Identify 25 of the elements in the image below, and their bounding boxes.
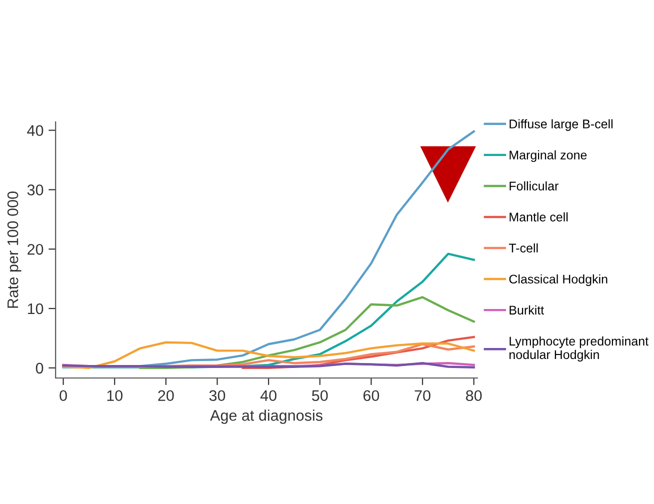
y-tick-label: 30 bbox=[27, 184, 44, 196]
legend-label: T-cell bbox=[508, 243, 538, 253]
x-tick-label: 10 bbox=[107, 390, 123, 402]
y-tick-label: 10 bbox=[28, 303, 44, 314]
legend-label: Follicular bbox=[510, 181, 558, 190]
x-tick-label: 70 bbox=[414, 390, 430, 402]
legend-label: Mantle cell bbox=[510, 212, 568, 222]
y-tick-label: 0 bbox=[36, 362, 44, 374]
x-axis-title: Age at diagnosis bbox=[210, 410, 322, 424]
x-tick-label: 50 bbox=[312, 390, 328, 402]
x-tick-label: 40 bbox=[260, 390, 276, 402]
line-series bbox=[139, 296, 475, 370]
x-tick-label: 30 bbox=[209, 390, 226, 402]
legend-label: Lymphocyte predominant nodular Hodgkin bbox=[510, 336, 648, 362]
x-tick-label: 20 bbox=[158, 390, 174, 402]
y-tick-label: 20 bbox=[28, 244, 44, 255]
legend-label: Burkitt bbox=[510, 305, 544, 315]
legend-label: Diffuse large B-cell bbox=[510, 119, 613, 131]
x-tick-label: 80 bbox=[466, 390, 482, 402]
x-tick-label: 60 bbox=[363, 390, 380, 402]
legend-label: Classical Hodgkin bbox=[509, 274, 608, 286]
y-axis-title: Rate per 100 000 bbox=[7, 192, 22, 308]
y-tick-label: 40 bbox=[27, 125, 44, 136]
x-tick-label: 0 bbox=[60, 390, 67, 402]
legend-label: Marginal zone bbox=[510, 150, 587, 162]
